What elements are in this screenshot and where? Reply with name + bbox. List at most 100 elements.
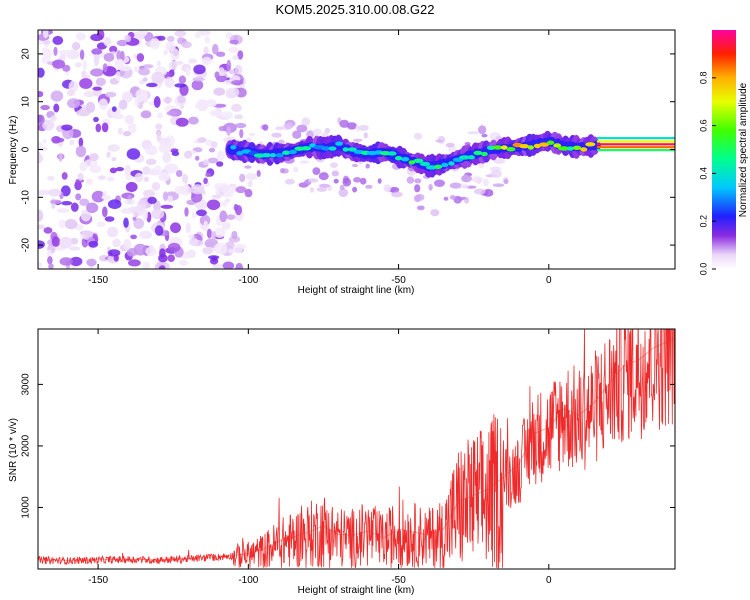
- heatmap-noise-cell: [69, 256, 83, 267]
- heatmap-noise-cell: [211, 141, 218, 149]
- heatmap-noise-cell: [353, 138, 363, 142]
- heatmap-noise-cell: [167, 242, 181, 252]
- heatmap-noise-cell: [126, 148, 141, 160]
- colorbar-ticks: 0.0 0.2 0.4 0.6 0.8: [698, 72, 716, 275]
- heatmap-ridge-peak: [387, 151, 397, 156]
- heatmap-noise-cell: [109, 167, 117, 174]
- heatmap-noise-cell: [296, 124, 308, 133]
- heatmap-noise-cell: [339, 119, 350, 128]
- heatmap-noise-cell: [210, 109, 222, 117]
- heatmap-noise-cell: [213, 242, 228, 255]
- heatmap-noise-cell: [92, 86, 102, 91]
- heatmap-noise-cell: [53, 103, 60, 113]
- heatmap-noise-cell: [132, 216, 137, 221]
- heatmap-noise-cell: [346, 122, 357, 130]
- heatmap-noise-cell: [61, 124, 73, 131]
- heatmap-noise-cell: [316, 187, 328, 192]
- heatmap-ridge-peak: [473, 150, 483, 156]
- heatmap-noise-cell: [203, 46, 209, 55]
- heatmap-noise-cell: [55, 137, 65, 143]
- heatmap-noise-cell: [142, 261, 151, 269]
- heatmap-noise-cell: [206, 199, 221, 211]
- spectrogram-y-tick-label: 10: [21, 96, 32, 108]
- heatmap-noise-cell: [481, 133, 488, 138]
- heatmap-noise-cell: [109, 45, 118, 54]
- heatmap-noise-cell: [435, 139, 444, 143]
- heatmap-noise-cell: [352, 163, 358, 168]
- heatmap-noise-cell: [245, 173, 257, 181]
- heatmap-noise-cell: [383, 184, 392, 193]
- heatmap-noise-cell: [52, 35, 64, 45]
- heatmap-noise-cell: [207, 157, 219, 164]
- heatmap-noise-cell: [38, 91, 44, 98]
- heatmap-noise-cell: [188, 234, 195, 239]
- heatmap-noise-cell: [204, 36, 210, 44]
- heatmap-noise-cell: [247, 180, 253, 188]
- heatmap-noise-cell: [86, 202, 99, 214]
- heatmap-constant-band: [596, 137, 675, 140]
- heatmap-noise-cell: [196, 209, 207, 217]
- heatmap-noise-cell: [71, 42, 81, 51]
- snr-x-tick-label: -100: [238, 575, 258, 586]
- heatmap-noise-cell: [158, 265, 166, 269]
- heatmap-noise-cell: [188, 116, 199, 125]
- heatmap-noise-cell: [47, 175, 55, 181]
- heatmap-noise-cell: [61, 201, 73, 206]
- heatmap-noise-cell: [202, 159, 210, 166]
- heatmap-noise-cell: [206, 228, 212, 239]
- heatmap-noise-cell: [185, 66, 191, 77]
- heatmap-noise-cell: [107, 249, 121, 257]
- heatmap-noise-cell: [166, 195, 173, 203]
- heatmap-noise-cell: [124, 164, 132, 177]
- heatmap-noise-cell: [70, 202, 79, 212]
- heatmap-noise-cell: [111, 156, 117, 162]
- heatmap-noise-cell: [96, 221, 106, 228]
- heatmap-noise-cell: [52, 59, 66, 69]
- heatmap-noise-cell: [167, 254, 175, 262]
- heatmap-ridge-peak: [546, 140, 555, 145]
- heatmap-ridge-peak: [321, 146, 331, 151]
- heatmap-noise-cell: [112, 238, 121, 248]
- heatmap-noise-cell: [50, 90, 64, 102]
- heatmap-noise-cell: [191, 192, 203, 203]
- heatmap-noise-cell: [185, 222, 191, 234]
- heatmap-noise-cell: [75, 62, 82, 68]
- heatmap-noise-cell: [123, 199, 136, 205]
- heatmap-noise-cell: [338, 188, 349, 198]
- heatmap-noise-cell: [98, 98, 109, 111]
- heatmap-noise-cell: [117, 127, 123, 135]
- spectrogram-x-tick-label: -150: [88, 275, 108, 286]
- heatmap-noise-cell: [146, 82, 158, 88]
- heatmap-noise-cell: [213, 87, 226, 96]
- heatmap-noise-cell: [97, 175, 106, 180]
- heatmap-noise-cell: [101, 122, 109, 133]
- snr-x-tick-label: 0: [546, 575, 552, 586]
- heatmap-noise-cell: [391, 191, 403, 198]
- heatmap-noise-cell: [222, 200, 227, 208]
- heatmap-noise-cell: [493, 158, 506, 164]
- heatmap-noise-cell: [171, 151, 180, 157]
- heatmap-noise-cell: [43, 227, 53, 234]
- heatmap-noise-cell: [38, 153, 44, 164]
- snr-panel: -150 -100 -50 0 1000 2000 3000 Height of strai…: [8, 328, 676, 596]
- heatmap-noise-cell: [174, 30, 187, 37]
- heatmap-noise-cell: [79, 49, 85, 60]
- heatmap-noise-cell: [471, 176, 484, 183]
- colorbar-label: Normalized spectral amplitude: [738, 82, 749, 217]
- heatmap-noise-cell: [256, 170, 261, 177]
- heatmap-noise-cell: [235, 262, 243, 269]
- colorbar-tick-label: 0.2: [698, 215, 708, 228]
- heatmap-noise-cell: [156, 35, 166, 41]
- heatmap-ridge-peak: [553, 143, 562, 148]
- heatmap-ridge-peak: [401, 157, 410, 162]
- heatmap-noise-cell: [125, 181, 138, 193]
- heatmap-noise-cell: [38, 146, 48, 152]
- snr-y-tick-label: 1000: [21, 496, 32, 519]
- heatmap-noise-cell: [167, 35, 175, 43]
- heatmap-noise-cell: [123, 217, 129, 228]
- heatmap-ridge-peak: [467, 155, 475, 160]
- heatmap-noise-cell: [483, 189, 494, 197]
- heatmap-noise-cell: [211, 231, 217, 239]
- heatmap-noise-cell: [82, 60, 88, 72]
- heatmap-noise-cell: [226, 59, 232, 72]
